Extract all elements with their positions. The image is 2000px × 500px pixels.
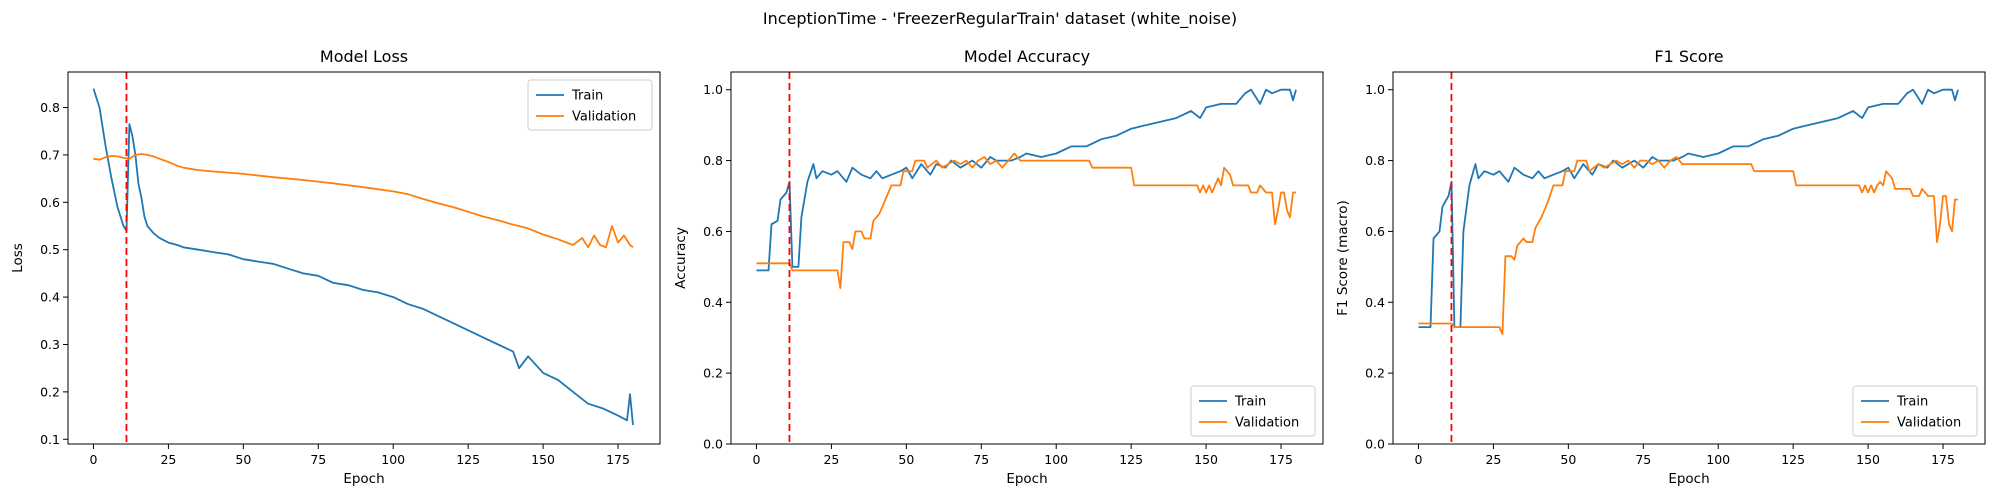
y-tick-label: 0.1	[40, 432, 60, 447]
x-tick-label: 125	[1119, 452, 1143, 467]
x-tick-label: 100	[1044, 452, 1068, 467]
y-axis-label: Loss	[10, 243, 26, 273]
legend-label-validation: Validation	[572, 110, 636, 125]
x-tick-label: 150	[1194, 452, 1218, 467]
x-tick-label: 25	[823, 452, 839, 467]
y-tick-label: 0.6	[40, 195, 60, 210]
y-tick-label: 0.2	[703, 366, 723, 381]
series-line-validation	[756, 152, 1296, 289]
y-tick-label: 0.7	[40, 147, 60, 162]
x-tick-label: 150	[1856, 452, 1880, 467]
series-line-validation	[93, 153, 634, 249]
x-tick-label: 25	[160, 452, 176, 467]
f1-chart: F1 Score 0 25 50 75 100 125 150 175 0.0 0.2 0.4 0.6 0…	[1335, 47, 1986, 487]
loss-chart: Model Loss 0 25 50 75 100 125 150 175 0.1 0.2 0.3 0.…	[10, 47, 661, 487]
y-tick-label: 0.6	[703, 224, 723, 239]
plot-area	[756, 88, 1297, 289]
legend-box	[1852, 385, 1978, 437]
figure-title: InceptionTime - 'FreezerRegularTrain' da…	[763, 9, 1237, 29]
y-tick-label: 0.8	[1365, 153, 1385, 168]
axes-frame	[730, 71, 1324, 445]
x-tick-label: 100	[1706, 452, 1730, 467]
loss-chart-title: Model Loss	[320, 47, 408, 66]
series-line-validation	[1418, 156, 1958, 336]
y-tick-label: 0.2	[1365, 366, 1385, 381]
x-tick-label: 50	[898, 452, 914, 467]
legend-label-validation: Validation	[1235, 416, 1299, 431]
x-tick-label: 0	[753, 452, 761, 467]
legend-label-train: Train	[571, 89, 603, 104]
y-tick-label: 0.2	[40, 384, 60, 399]
y-tick-label: 0.4	[703, 295, 723, 310]
x-tick-label: 175	[606, 452, 630, 467]
y-tick-label: 0.6	[1365, 224, 1385, 239]
y-tick-label: 0.4	[1365, 295, 1385, 310]
x-tick-label: 75	[973, 452, 989, 467]
y-tick-label: 0.3	[40, 337, 60, 352]
series-line-train	[756, 88, 1297, 272]
y-tick-label: 0.4	[40, 290, 60, 305]
legend-label-train: Train	[1896, 395, 1928, 410]
x-tick-label: 50	[1560, 452, 1576, 467]
y-axis-label: F1 Score (macro)	[1335, 200, 1351, 316]
x-axis-label: Epoch	[1006, 471, 1047, 487]
x-tick-label: 0	[1415, 452, 1423, 467]
y-tick-label: 1.0	[703, 82, 723, 97]
x-tick-label: 50	[235, 452, 251, 467]
legend: Train Validation	[527, 79, 653, 131]
y-tick-label: 0.5	[40, 242, 60, 257]
series-line-train	[92, 88, 634, 426]
x-tick-label: 25	[1485, 452, 1501, 467]
y-tick-label: 0.0	[703, 437, 723, 452]
legend-box	[1190, 385, 1316, 437]
legend-label-train: Train	[1234, 395, 1266, 410]
y-axis-label: Accuracy	[673, 227, 689, 289]
x-axis-label: Epoch	[1668, 471, 1709, 487]
y-tick-label: 1.0	[1365, 82, 1385, 97]
y-tick-label: 0.0	[1365, 437, 1385, 452]
f1-chart-title: F1 Score	[1654, 47, 1723, 66]
x-tick-label: 0	[90, 452, 98, 467]
x-tick-label: 75	[1635, 452, 1651, 467]
legend: Train Validation	[1190, 385, 1316, 437]
x-tick-label: 150	[531, 452, 555, 467]
series-line-train	[1418, 88, 1959, 328]
axes-frame	[67, 71, 661, 445]
accuracy-chart-title: Model Accuracy	[964, 47, 1090, 66]
x-tick-label: 175	[1269, 452, 1293, 467]
x-tick-label: 75	[310, 452, 326, 467]
x-tick-label: 100	[381, 452, 405, 467]
x-tick-label: 125	[1781, 452, 1805, 467]
axes-frame	[1392, 71, 1986, 445]
accuracy-chart: Model Accuracy 0 25 50 75 100 125 150 175 0.0 0.2 0…	[673, 47, 1324, 487]
plot-area	[92, 88, 634, 426]
plot-area	[1418, 88, 1959, 336]
y-tick-label: 0.8	[40, 100, 60, 115]
x-tick-label: 175	[1931, 452, 1955, 467]
legend-box	[527, 79, 653, 131]
legend-label-validation: Validation	[1897, 416, 1961, 431]
y-tick-label: 0.8	[703, 153, 723, 168]
legend: Train Validation	[1852, 385, 1978, 437]
x-tick-label: 125	[456, 452, 480, 467]
x-axis-label: Epoch	[343, 471, 384, 487]
